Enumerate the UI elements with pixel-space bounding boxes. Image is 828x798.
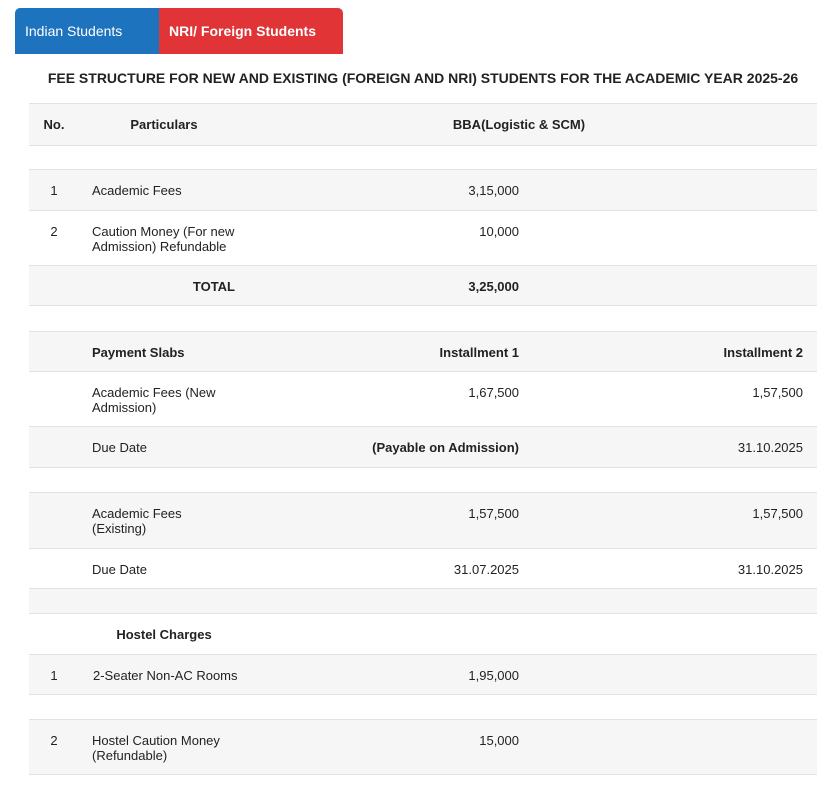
cell: 1,57,500 (468, 506, 519, 521)
row: 2 Hostel Caution Money (Refundable) 15,0… (29, 719, 817, 775)
cell: 10,000 (479, 224, 519, 239)
cell: 31.10.2025 (737, 440, 803, 455)
spacer-row (29, 467, 817, 492)
cell: 15,000 (479, 733, 519, 748)
cell: 1 (50, 668, 58, 683)
cell: Academic Fees (Existing) (92, 506, 182, 536)
cell: Hostel Charges (116, 627, 212, 642)
header-row: No. Particulars BBA(Logistic & SCM) (29, 103, 817, 145)
cell: Academic Fees (92, 183, 182, 198)
tabs: Indian Students NRI/ Foreign Students (15, 8, 343, 54)
cell: TOTAL (192, 279, 235, 294)
cell: Installment 2 (723, 345, 803, 360)
total-row: TOTAL 3,25,000 (29, 265, 817, 305)
spacer-row (29, 305, 817, 331)
cell: 3,25,000 (468, 279, 519, 294)
cell: No. (43, 117, 65, 132)
cell: 1 (50, 183, 58, 198)
cell: 1,95,000 (468, 668, 519, 683)
cell: Academic Fees (New Admission) (92, 385, 216, 415)
cell: 31.10.2025 (737, 562, 803, 577)
cell: 3,15,000 (468, 183, 519, 198)
cell: Caution Money (For new Admission) Refund… (92, 224, 235, 254)
spacer-row (29, 588, 817, 613)
cell: Due Date (92, 562, 147, 577)
fee-table: No. Particulars BBA(Logistic & SCM) 1 Ac… (29, 103, 817, 775)
spacer-row (29, 694, 817, 719)
row: 1 Academic Fees 3,15,000 (29, 169, 817, 210)
row: Academic Fees (Existing) 1,57,500 1,57,5… (29, 492, 817, 548)
cell: 1,57,500 (752, 506, 803, 521)
cell: 1,67,500 (468, 385, 519, 400)
cell: 2-Seater Non-AC Rooms (93, 668, 238, 683)
cell: Payment Slabs (92, 345, 185, 360)
cell: 1,57,500 (752, 385, 803, 400)
tab[interactable]: NRI/ Foreign Students (159, 8, 343, 54)
cell: Due Date (92, 440, 147, 455)
row: Hostel Charges (29, 613, 817, 654)
spacer-row (29, 145, 817, 169)
cell: Installment 1 (439, 345, 519, 360)
row: Payment Slabs Installment 1 Installment … (29, 331, 817, 371)
row: 1 2-Seater Non-AC Rooms 1,95,000 (29, 654, 817, 694)
tab[interactable]: Indian Students (15, 8, 159, 54)
cell: (Payable on Admission) (372, 440, 519, 455)
cell: 2 (50, 224, 58, 239)
row: Due Date (Payable on Admission) 31.10.20… (29, 426, 817, 467)
row: Due Date 31.07.2025 31.10.2025 (29, 548, 817, 588)
cell: Particulars (130, 117, 198, 132)
cell: BBA(Logistic & SCM) (452, 117, 586, 132)
cell: 2 (50, 733, 58, 748)
cell: Hostel Caution Money (Refundable) (92, 733, 220, 763)
title: FEE STRUCTURE FOR NEW AND EXISTING (FORE… (47, 70, 799, 86)
cell: 31.07.2025 (453, 562, 519, 577)
row: Academic Fees (New Admission) 1,67,500 1… (29, 371, 817, 426)
row: 2 Caution Money (For new Admission) Refu… (29, 210, 817, 265)
